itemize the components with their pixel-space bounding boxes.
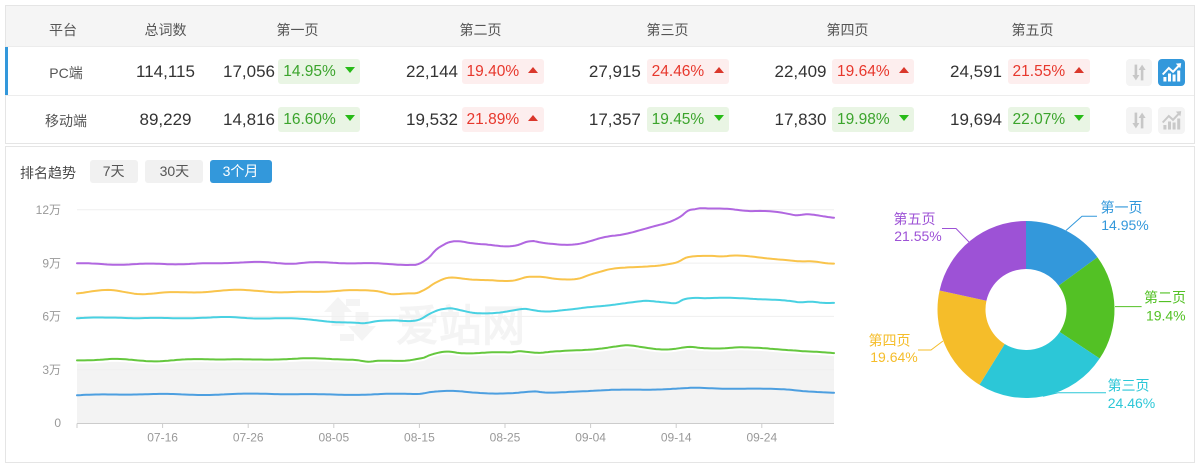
svg-text:第三页: 第三页 xyxy=(1108,378,1150,394)
svg-text:09-24: 09-24 xyxy=(746,431,777,445)
svg-text:24.46%: 24.46% xyxy=(1108,395,1155,411)
svg-text:08-05: 08-05 xyxy=(318,431,349,445)
svg-text:第一页: 第一页 xyxy=(1101,200,1143,216)
svg-text:07-16: 07-16 xyxy=(147,431,178,445)
svg-text:21.55%: 21.55% xyxy=(894,228,941,244)
svg-text:09-04: 09-04 xyxy=(575,431,606,445)
svg-text:12万: 12万 xyxy=(36,203,61,217)
svg-text:07-26: 07-26 xyxy=(233,431,264,445)
svg-text:19.4%: 19.4% xyxy=(1146,308,1186,324)
svg-text:08-15: 08-15 xyxy=(404,431,435,445)
svg-text:14.95%: 14.95% xyxy=(1101,217,1148,233)
svg-text:6万: 6万 xyxy=(42,310,61,324)
svg-text:19.64%: 19.64% xyxy=(870,349,917,365)
svg-text:9万: 9万 xyxy=(42,256,61,270)
svg-text:第二页: 第二页 xyxy=(1144,290,1186,306)
svg-text:第四页: 第四页 xyxy=(869,333,911,349)
svg-text:第五页: 第五页 xyxy=(894,211,936,227)
svg-text:0: 0 xyxy=(54,416,61,430)
svg-text:3万: 3万 xyxy=(42,363,61,377)
svg-text:08-25: 08-25 xyxy=(490,431,521,445)
svg-text:09-14: 09-14 xyxy=(661,431,692,445)
